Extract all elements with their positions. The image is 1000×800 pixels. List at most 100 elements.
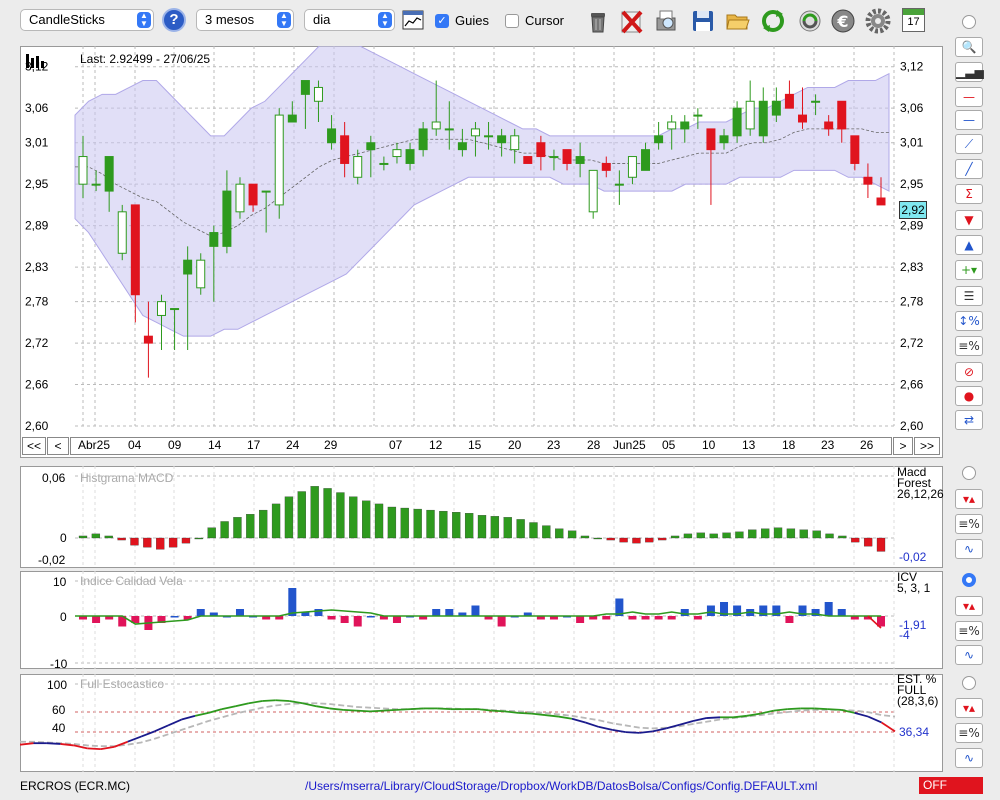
off-badge[interactable]: OFF [919,777,983,794]
stoch-k-segment [881,721,896,733]
stoch-k-segment [87,747,101,751]
icv-panel-radio[interactable] [962,573,976,587]
swap-icon[interactable]: ⇄ [955,410,983,430]
stoch-k-segment [181,714,196,721]
buy-arrow-icon[interactable]: ▲ [955,235,983,255]
stoch-percent-icon[interactable]: ≡% [955,723,983,743]
stoch-ytick-100: 100 [47,678,68,692]
icv-bar [484,616,493,620]
delete-icon[interactable] [619,8,645,34]
calendar-icon[interactable]: 17 [902,8,925,32]
refresh-icon[interactable] [760,8,786,34]
cursor-checkbox[interactable] [505,14,519,28]
candle-body [418,128,428,151]
trendline-tool-icon[interactable]: ╱ [955,159,983,179]
macd-bar [271,503,281,539]
period-select[interactable]: 3 mesos ▲ ▼ [196,9,294,31]
main-chart-radio[interactable] [962,15,976,29]
horizontal-line-blue-icon[interactable]: — [955,110,983,130]
nav-next-button[interactable]: > [893,437,913,455]
chart-type-select[interactable]: CandleSticks ▲ ▼ [20,9,154,31]
icv-bar [432,609,441,616]
stoch-curve-icon[interactable]: ∿ [955,748,983,768]
y-tick-left: 3,06 [25,101,49,115]
macd-ytick-bottom: -0,02 [38,553,66,567]
stoch-k-segment [625,731,640,734]
stoch-k-segment [477,708,492,712]
icv-chart[interactable] [20,571,943,669]
period-value: 3 mesos [205,12,255,27]
stoch-ytick-60: 60 [52,703,66,717]
horizontal-line-red-icon[interactable]: — [955,87,983,107]
candle-body [405,149,415,164]
stoch-k-segment [491,709,505,713]
icv-buy-sell-icon[interactable]: ▾▴ [955,596,983,616]
candle-body [850,135,860,164]
print-preview-icon[interactable] [653,8,679,34]
y-tick-left: 3,01 [25,136,49,150]
sync-icon[interactable] [797,8,823,34]
macd-bar [194,537,203,540]
zoom-icon[interactable]: 🔍 [955,37,983,57]
price-chart[interactable]: 3,123,123,063,063,013,012,952,952,892,89… [20,46,943,436]
macd-bar [748,529,757,539]
channel-tool-icon[interactable]: ⟋ [955,134,983,154]
macd-curve-icon[interactable]: ∿ [955,539,983,559]
icv-bar [170,616,179,618]
date-scrollbar[interactable] [70,437,892,455]
icv-bar [798,605,807,616]
icv-curve-icon[interactable]: ∿ [955,645,983,665]
record-icon[interactable]: ● [955,386,983,406]
nav-first-button[interactable]: << [22,437,46,455]
candle-body [183,259,193,275]
indicators-chart-icon[interactable]: ▁▃▅ [955,62,984,82]
stoch-panel-radio[interactable] [962,676,976,690]
stoch-buy-sell-icon[interactable]: ▾▴ [955,698,983,718]
candle-body [104,156,114,192]
table-view-icon[interactable]: ☰ [955,286,983,306]
fibonacci-tool-icon[interactable]: Σ [955,184,983,204]
x-tick-label: 28 [587,438,601,452]
icv-bar [536,616,545,620]
stoch-k-segment [208,708,223,714]
chart-window-icon[interactable] [402,10,424,30]
euro-icon[interactable]: € [830,8,856,34]
config-path[interactable]: /Users/mserra/Library/CloudStorage/Dropb… [305,779,818,793]
percent-lines-icon[interactable]: ≡% [955,336,983,356]
icv-bar [301,612,310,616]
x-tick-label: 29 [324,438,338,452]
stochastic-chart[interactable] [20,674,943,772]
guies-checkbox[interactable]: ✓ [435,14,449,28]
icv-bar [641,616,650,620]
x-tick-label: 05 [662,438,676,452]
macd-buy-sell-icon[interactable]: ▾▴ [955,489,983,509]
stoch-k-segment [571,717,586,724]
macd-panel-radio[interactable] [962,466,976,480]
trash-icon[interactable] [585,8,611,34]
open-folder-icon[interactable] [725,8,751,34]
interval-select[interactable]: dia ▲ ▼ [304,9,395,31]
help-button[interactable]: ? [162,8,186,32]
stoch-k-segment [127,735,142,743]
macd-histogram[interactable] [20,466,943,568]
calendar-day: 17 [907,16,920,28]
sell-arrow-icon[interactable]: ▼ [955,210,983,230]
icv-percent-icon[interactable]: ≡% [955,621,983,641]
candle-body [575,156,585,164]
vertical-scale-icon[interactable]: ↕% [955,311,983,331]
icv-legend-2: 5, 3, 1 [897,581,931,595]
macd-bar [233,517,242,539]
stoch-title: Full Estocastico [80,677,165,691]
save-icon[interactable] [690,8,716,34]
nav-prev-button[interactable]: < [47,437,69,455]
icv-bar [131,616,140,623]
icv-bar [340,616,349,623]
macd-percent-icon[interactable]: ≡% [955,514,983,534]
svg-text:€: € [836,12,848,31]
nav-last-button[interactable]: >> [914,437,940,455]
icv-bar [497,616,506,627]
stop-icon[interactable]: ⊘ [955,362,983,382]
buy-sell-markers-icon[interactable]: +▾ [955,260,983,280]
settings-gear-icon[interactable] [865,8,891,34]
candle-body [523,156,533,164]
